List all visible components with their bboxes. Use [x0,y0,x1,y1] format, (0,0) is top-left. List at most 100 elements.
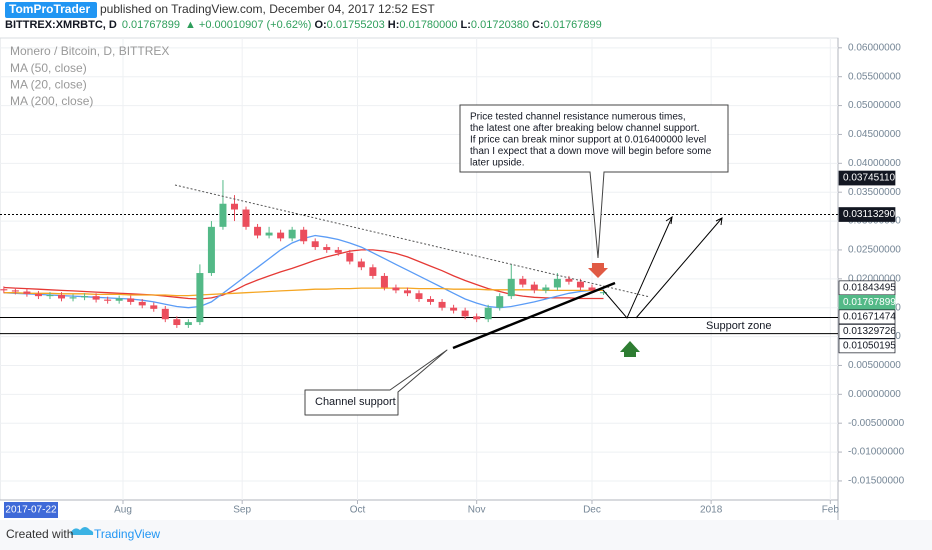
change: ▲ +0.00010907 (+0.62%) [185,19,311,31]
price-label-box [838,338,896,354]
candle-body [196,273,204,323]
last-price: 0.01767899 [122,19,180,31]
author-badge [5,2,97,18]
price-label: 0.01671474 [843,311,896,322]
price-label-box [838,309,896,325]
candle-body [450,307,458,311]
price-label-box [838,280,896,296]
projection-path [602,216,673,319]
price-label-box [838,207,896,222]
callout-line: later upside. [470,158,524,169]
callout-line: the latest one after breaking below chan… [470,123,700,134]
price-label: 0.01843495 [843,282,896,293]
candle-body [346,252,354,262]
y-tick-label: 0.06000000 [848,42,901,53]
candle-body [92,296,100,300]
published: published on TradingView.com, December 0… [100,2,435,16]
price-label-box [838,170,896,186]
chart-title: Monero / Bitcoin, D, BITTREX [10,44,169,58]
candle-body [427,299,435,302]
zone-label: Support zone [706,320,771,332]
candle-body [357,261,365,268]
brand: TradingView [94,527,160,541]
candle-body [300,229,308,242]
candle-body [138,301,146,306]
candle-body [127,298,135,302]
candle-body [207,226,215,274]
y-tick-label: 0.02000000 [848,273,901,284]
candle-body [230,203,238,210]
y-tick-label: 0.05500000 [848,71,901,82]
callout-line: Price tested channel resistance numerous… [470,112,686,123]
price-label: 0.01050195 [843,340,896,351]
x-tick-label: Oct [350,505,366,516]
candle-body [23,291,31,294]
price-label-box [838,295,896,310]
ohlc-value: 0.01720380 [471,19,529,31]
cursor-date: 2017-07-22 [5,505,57,516]
candle-body [173,319,181,326]
candle-body [600,292,608,294]
candle-body [265,232,273,236]
candle-body [542,287,550,291]
candle-body [34,293,42,297]
x-tick-label: Feb [822,505,840,516]
ohlc-label: H: [388,19,400,31]
candle-body [242,209,250,227]
created-with: Created with [6,527,73,541]
x-tick-label: Nov [468,505,486,516]
candle-body [69,297,77,299]
candle-body [392,287,400,291]
legend-entry: MA (20, close) [10,78,87,92]
up-arrow [620,341,640,357]
candle-body [519,278,527,285]
ma-line [3,287,604,297]
callout-line: If price can break minor support at 0.01… [470,135,706,146]
candle-body [115,298,123,301]
symbol: BITTREX:XMRBTC, D [5,19,117,31]
x-tick-label: Aug [114,505,132,516]
cursor-date-box [4,502,58,518]
candle-body [553,278,561,288]
candle-body [104,299,112,301]
candle-body [161,308,169,320]
y-tick-label: -0.00500000 [848,418,905,429]
plot [0,38,842,504]
ohlc-value: 0.01780000 [399,19,457,31]
candle-body [403,290,411,294]
candle-body [530,284,538,291]
candle-body [565,278,573,282]
candle-body [11,290,19,292]
candle-body [323,247,331,250]
footer-bar [0,520,932,550]
candle-body [81,296,89,298]
down-arrow [588,263,608,278]
candle-body [150,305,158,309]
x-tick-label: Dec [583,505,601,516]
y-tick-label: 0.00000000 [848,389,901,400]
candle-body [219,203,227,227]
ohlc-value: 0.01767899 [544,19,602,31]
overlay: BITTREX:XMRBTC, D 0.01767899 ▲ +0.00010907… [5,19,602,31]
candle-body [0,289,8,291]
candle-body [311,241,319,248]
channel-label: Channel support [315,396,396,408]
x-tick-label: 2018 [700,505,723,516]
price-label: 0.03113290 [843,209,896,220]
candle-body [461,310,469,317]
candle-body [58,294,66,299]
legend-entry: MA (200, close) [10,94,93,108]
price-label: 0.01329726 [843,326,896,337]
candle-body [277,232,285,239]
resistance-trendline [174,184,651,298]
candle-body [438,301,446,308]
candle-body [184,322,192,326]
y-tick-label: -0.01000000 [848,447,905,458]
y-tick-label: 0.05000000 [848,100,901,111]
candle-body [576,281,584,288]
candle-body [588,287,596,291]
author: TomProTrader [9,2,90,16]
y-tick-label: 0.04000000 [848,158,901,169]
